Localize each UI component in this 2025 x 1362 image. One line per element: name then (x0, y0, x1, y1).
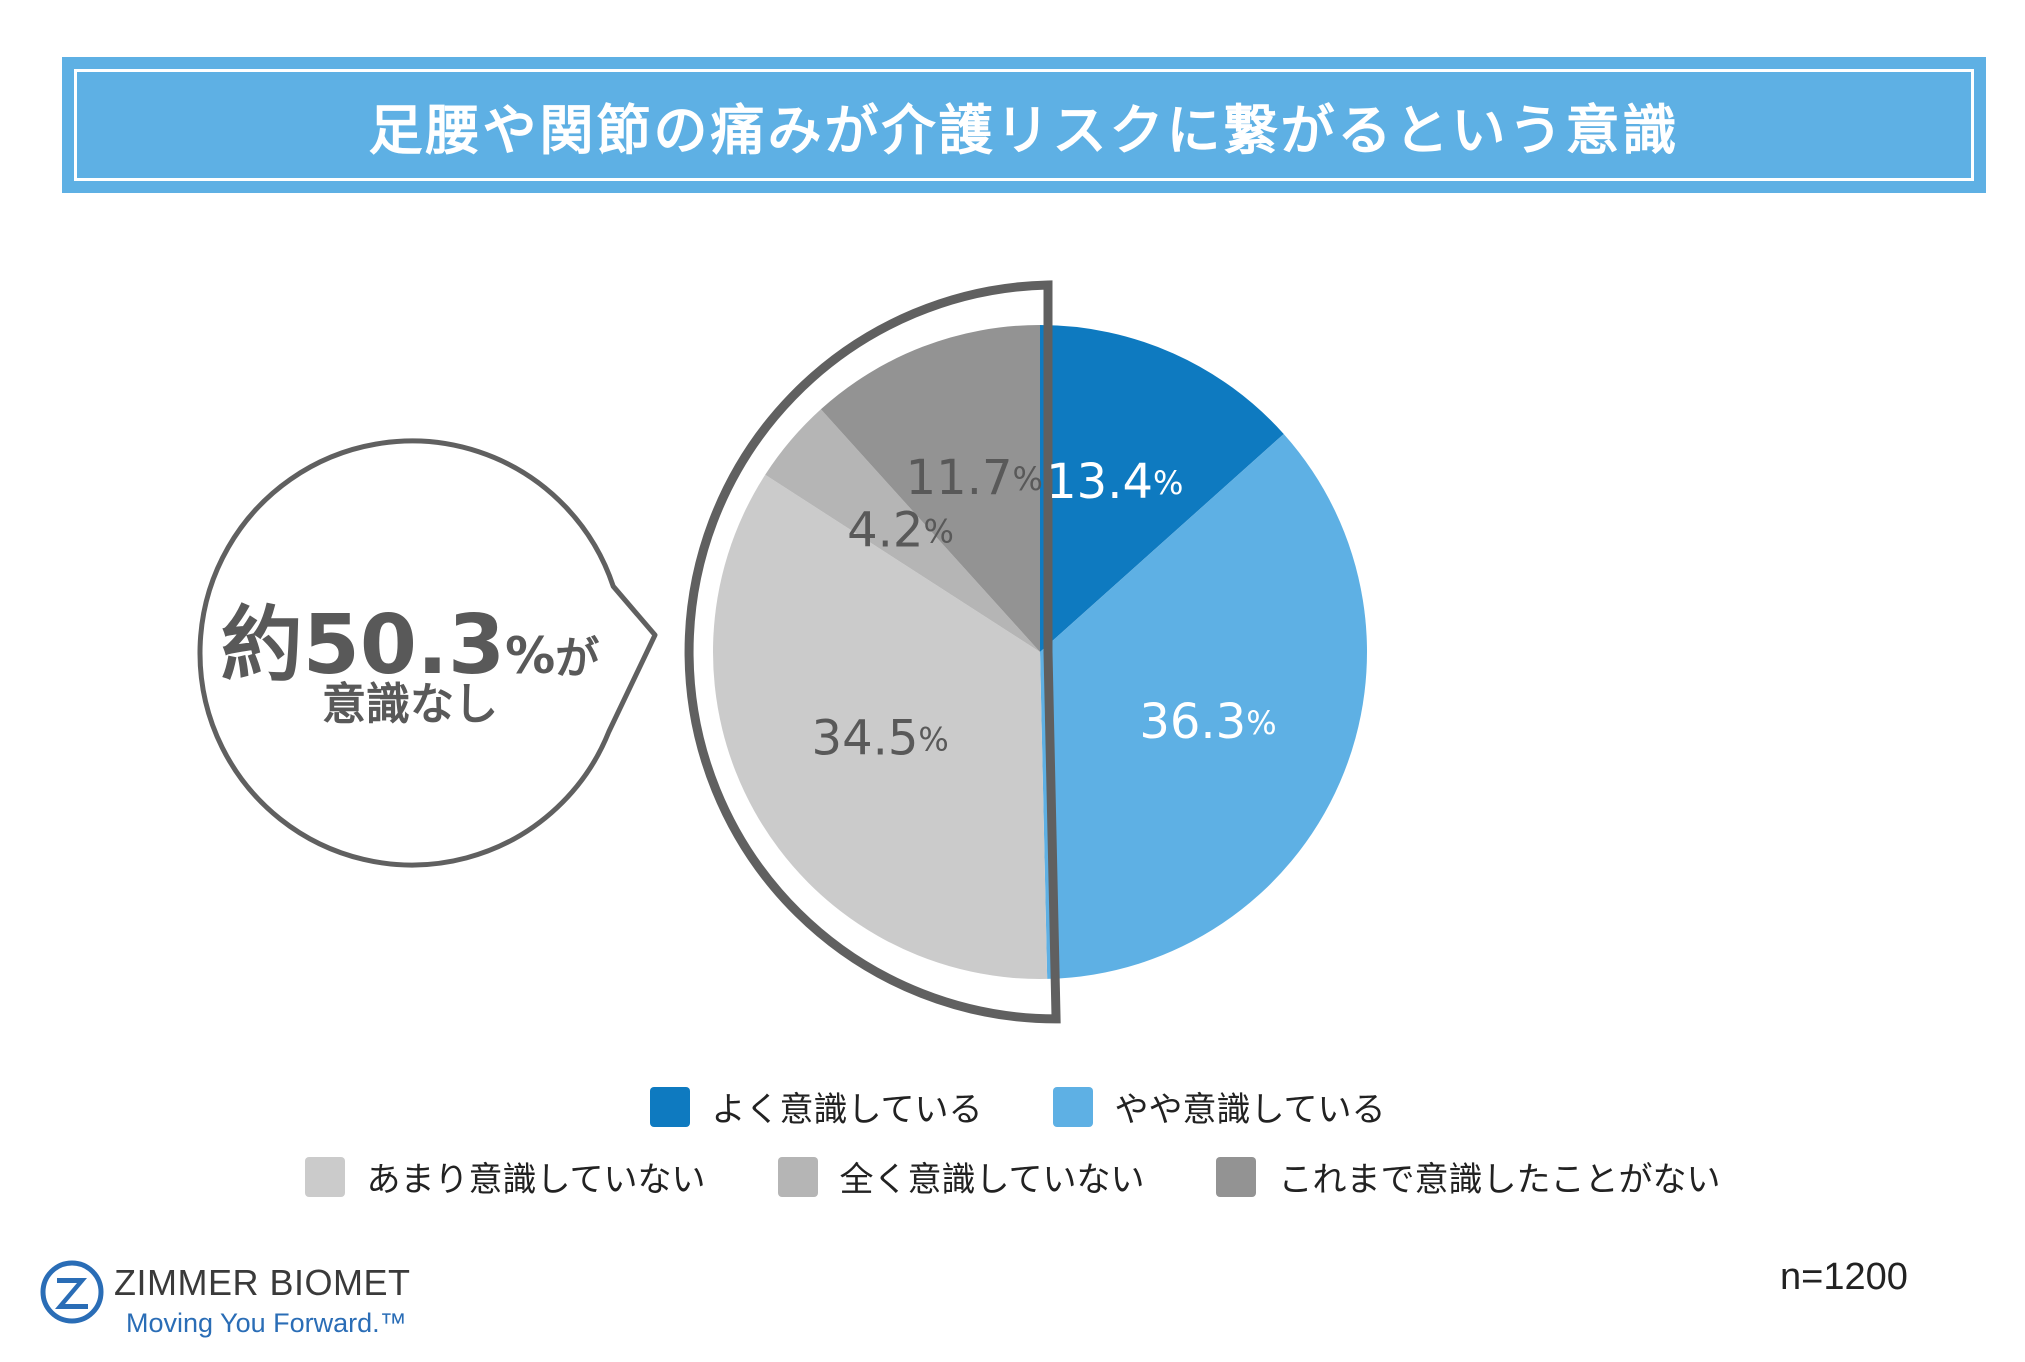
legend-label: よく意識している (711, 1090, 983, 1130)
legend-swatch (304, 1156, 345, 1197)
pie-slice (1040, 434, 1367, 979)
legend-swatch (649, 1086, 690, 1127)
legend-swatch (1216, 1156, 1257, 1197)
slice-value-label: 13.4% (1046, 454, 1183, 510)
no-awareness-group-outline (684, 280, 1061, 1024)
legend-label: あまり意識していない (366, 1160, 706, 1200)
pie-slices (713, 325, 1367, 979)
legend-swatch (1052, 1086, 1093, 1127)
pie-slice (1040, 325, 1284, 652)
legend-item-not-at-all: 全く意識していない (777, 1152, 1145, 1201)
slice-value-label: 11.7% (906, 450, 1043, 506)
legend-label: これまで意識したことがない (1278, 1160, 1721, 1200)
legend-item-somewhat: やや意識している (1052, 1082, 1386, 1131)
zimmer-biomet-logo: ZIMMER BIOMET Moving You Forward.™ (40, 1256, 410, 1346)
title-frame: 足腰や関節の痛みが介護リスクに繋がるという意識 (74, 69, 1974, 181)
callout-prefix: 約 (220, 598, 303, 693)
callout-sub-text: 意識なし (322, 679, 498, 730)
slice-value-label: 4.2% (847, 502, 954, 558)
legend-label: やや意識している (1114, 1090, 1386, 1130)
callout-suffix: が (555, 633, 600, 684)
logo-wordmark: ZIMMER BIOMET (114, 1262, 411, 1303)
slice-labels: 13.4% 36.3% 34.5% 4.2%11.7% (812, 450, 1277, 766)
callout-bubble-shape (197, 438, 658, 868)
title-banner: 足腰や関節の痛みが介護リスクに繋がるという意識 (62, 57, 1986, 193)
slice-value-label: 34.5% (812, 710, 949, 766)
legend-row-1: よく意識している やや意識している (0, 1082, 2025, 1131)
zimmer-biomet-logo-icon (40, 1260, 104, 1324)
legend-row-2: あまり意識していない 全く意識していない これまで意識したことがない (0, 1152, 2025, 1201)
slice-value-label: 36.3% (1139, 694, 1276, 750)
pie-slice (713, 474, 1048, 979)
chart-title: 足腰や関節の痛みが介護リスクに繋がるという意識 (368, 98, 1680, 162)
callout-value: 50.3 (302, 598, 506, 693)
legend-label: 全く意識していない (839, 1160, 1145, 1200)
legend-item-never: これまで意識したことがない (1216, 1152, 1720, 1201)
callout-main-text: 約50.3%が (200, 578, 620, 697)
pie-slice (820, 325, 1040, 652)
legend-item-not-much: あまり意識していない (304, 1152, 706, 1201)
callout-unit: % (505, 627, 556, 685)
sample-size: n=1200 (1780, 1256, 1908, 1298)
legend-swatch (777, 1156, 818, 1197)
legend-item-often: よく意識している (649, 1082, 983, 1131)
callout-bubble (197, 438, 658, 868)
logo-tagline: Moving You Forward.™ (126, 1308, 407, 1338)
pie-slice (765, 409, 1040, 652)
